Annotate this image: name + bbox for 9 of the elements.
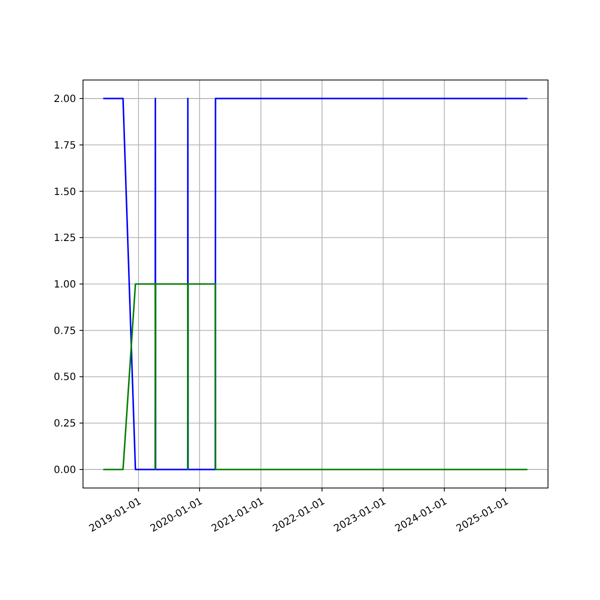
y-tick-label: 0.00 [54,464,76,476]
y-tick-label: 1.75 [54,140,76,152]
y-tick-label: 0.25 [54,418,76,430]
y-tick-label: 1.00 [54,280,76,290]
y-tick-label: 1.25 [54,233,76,244]
y-tick-label: 1.50 [54,186,76,198]
y-tick-label: 0.75 [54,326,76,337]
y-tick-label: 0.50 [54,372,76,384]
y-tick-label: 2.00 [54,94,76,106]
